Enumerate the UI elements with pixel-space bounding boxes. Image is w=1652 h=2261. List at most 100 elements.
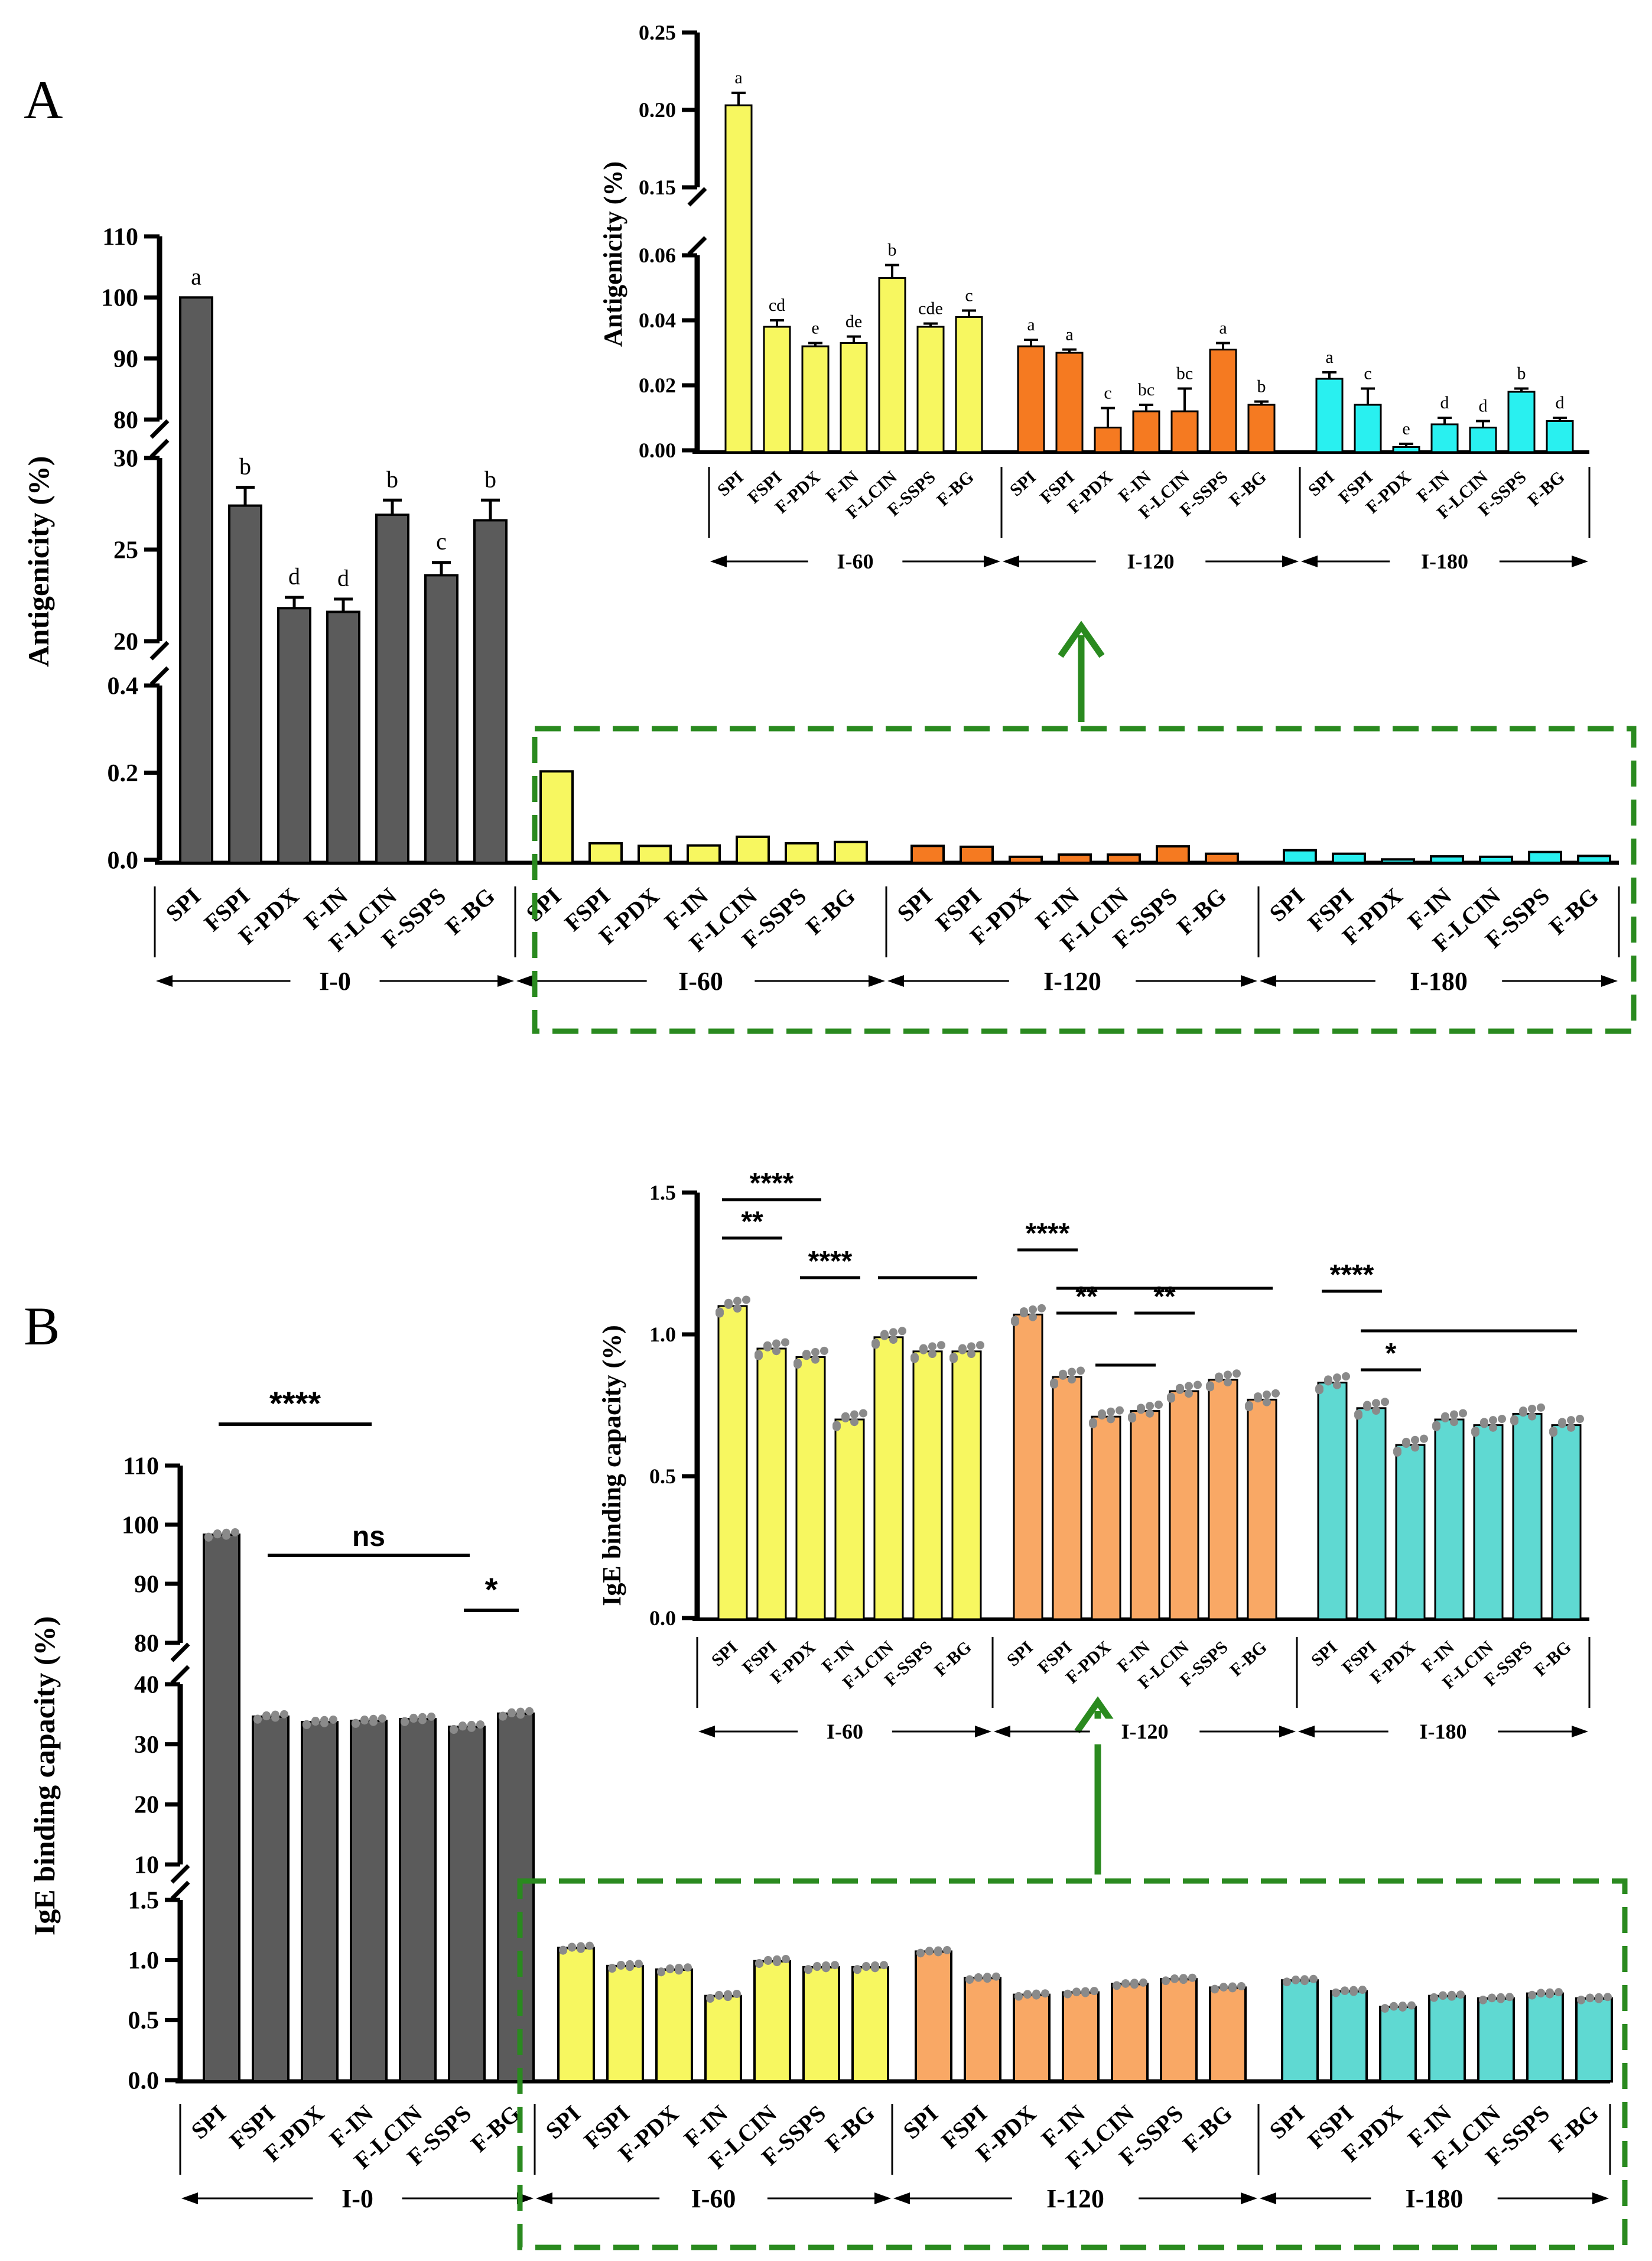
panel-b-dot [329, 1715, 337, 1724]
panel-b-dot [773, 1955, 781, 1964]
panel-b-dot [1090, 1987, 1098, 1996]
panel-b-bar [1111, 1983, 1149, 2083]
panel-b-dot [458, 1722, 467, 1731]
panel-b-yaxis-break [170, 1880, 190, 1901]
panel-b-inset-dot [1029, 1305, 1037, 1314]
panel-b-bar [1160, 1978, 1198, 2083]
panel-a-ylabel: Antigenicity (%) [22, 456, 55, 667]
panel-b-inset-dot [1116, 1406, 1124, 1415]
panel-b-yaxis-tick-label: 0.0 [128, 2067, 160, 2094]
panel-b-inset-category-label: SPI [1308, 1638, 1341, 1671]
panel-b-bar [1209, 1986, 1247, 2083]
panel-a-inset-category-label: SPI [1006, 467, 1040, 501]
panel-a-inset-letter: c [1104, 384, 1111, 403]
panel-b-inset-dot [1333, 1373, 1341, 1382]
panel-b-inset-dot [1450, 1418, 1458, 1427]
panel-b-inset-dot [850, 1418, 858, 1427]
panel-b-bar [704, 1994, 742, 2083]
panel-b-inset-arrow-head [1279, 1726, 1296, 1737]
panel-a-category-label: SPI [521, 882, 566, 927]
panel-b-dot [1349, 1986, 1358, 1994]
panel-b-inset-significance-label: ** [1153, 1281, 1176, 1313]
panel-b-bar [557, 1947, 595, 2083]
panel-a-inset-letter: a [1065, 325, 1073, 345]
panel-b-inset-dot [794, 1360, 802, 1369]
panel-b-group-label: I-0 [342, 2184, 373, 2213]
panel-a-inset-yaxis-tick-label: 0.00 [639, 438, 676, 462]
panel-b-inset-dot [1059, 1371, 1067, 1380]
panel-b-inset-dot [937, 1341, 945, 1350]
panel-a-inset-letter: d [1440, 393, 1449, 412]
panel-a-bar [687, 844, 721, 864]
panel-b-dot [1130, 1979, 1139, 1987]
panel-b-inset-category-label: F-BG [1226, 1638, 1270, 1680]
panel-b-inset-dot [1354, 1411, 1362, 1420]
panel-b-dot [516, 1707, 525, 1716]
panel-b-inset-dot [1549, 1428, 1557, 1437]
panel-b-inset-dot [1020, 1309, 1028, 1318]
panel-b-inset-significance-label: * [1386, 1338, 1397, 1369]
panel-b-dot [965, 1976, 974, 1984]
panel-b-inset-ylabel: IgE binding capacity (%) [597, 1325, 626, 1606]
panel-a-inset-bar [1392, 446, 1420, 453]
panel-b-inset-arrow-head [975, 1726, 991, 1737]
panel-b-category-label: F-BG [466, 2100, 525, 2157]
panel-b-dot [1139, 1978, 1147, 1987]
panel-a-inset-letter: a [1325, 347, 1333, 367]
panel-b-inset-dot [1155, 1401, 1163, 1409]
panel-b-dot [1292, 1976, 1300, 1984]
panel-a-inset-yaxis-tick-label: 0.25 [639, 21, 676, 44]
panel-a-inset-bar [1546, 420, 1574, 453]
panel-a-yaxis-break [149, 641, 170, 661]
panel-a-bar [277, 607, 311, 864]
panel-b-inset-dot [1498, 1415, 1506, 1424]
panel-b-inset-dot [850, 1410, 858, 1419]
panel-a-inset-yaxis-tick-label: 0.04 [639, 308, 676, 332]
panel-b-inset-dot [1459, 1409, 1467, 1418]
panel-b-inset-yaxis-tick-label: 0.0 [649, 1606, 676, 1630]
panel-a-bar [375, 514, 409, 864]
panel-b-inset-dot [1471, 1428, 1479, 1437]
panel-b-yaxis-tick-label: 10 [134, 1851, 159, 1879]
panel-b-inset-dot [1185, 1389, 1193, 1398]
panel-a-yaxis-break [149, 438, 170, 459]
panel-b-dot [369, 1714, 378, 1723]
panel-b-inset-dot [898, 1327, 906, 1336]
panel-b-bar [1062, 1991, 1100, 2083]
panel-b-inset-dot [880, 1331, 889, 1340]
panel-b-inset-dot [1324, 1377, 1332, 1386]
panel-b-category-label: F-BG [1178, 2100, 1237, 2157]
panel-b-dot [934, 1946, 942, 1955]
panel-b-inset-significance-label: **** [1330, 1259, 1374, 1291]
panel-b-dot [222, 1528, 230, 1537]
panel-b-dot [1309, 1974, 1318, 1983]
panel-a-inset-bar [878, 277, 906, 453]
panel-b-inset-dot [1441, 1414, 1449, 1422]
panel-a-inset-label-bg [1390, 548, 1500, 574]
panel-b-inset-dot [859, 1409, 867, 1418]
panel-b-bar [851, 1966, 889, 2083]
panel-a-inset-category-label: F-PDX [772, 467, 824, 517]
panel-b-yaxis-tick-label: 1.5 [128, 1887, 160, 1914]
panel-b-inset-dot [1432, 1422, 1440, 1431]
panel-b-inset-label-bg [798, 1719, 892, 1745]
panel-b-inset-bar [1208, 1379, 1238, 1620]
panel-b-inset-dot [1528, 1404, 1536, 1413]
panel-a-inset-category-label: SPI [714, 467, 747, 501]
panel-b-dot [1488, 1994, 1496, 2003]
panel-b-inset-dot [1537, 1403, 1545, 1412]
panel-b-dot [577, 1942, 585, 1951]
panel-b-dot [617, 1961, 625, 1970]
panel-b-dot [983, 1973, 991, 1981]
panel-a-label-bg [290, 965, 380, 997]
panel-b-label: B [24, 1296, 60, 1356]
panel-a-bar [910, 844, 945, 865]
panel-a-inset-arrow-head [710, 555, 727, 567]
panel-b-dot [409, 1714, 418, 1723]
panel-b-inset-dot [820, 1346, 828, 1355]
panel-b-label-bg [1012, 2182, 1139, 2214]
panel-b-inset-dot [1315, 1386, 1323, 1395]
panel-b-dot [1358, 1986, 1367, 1994]
panel-b-dot [1081, 1987, 1090, 1996]
panel-b-inset-bar [1473, 1424, 1504, 1620]
